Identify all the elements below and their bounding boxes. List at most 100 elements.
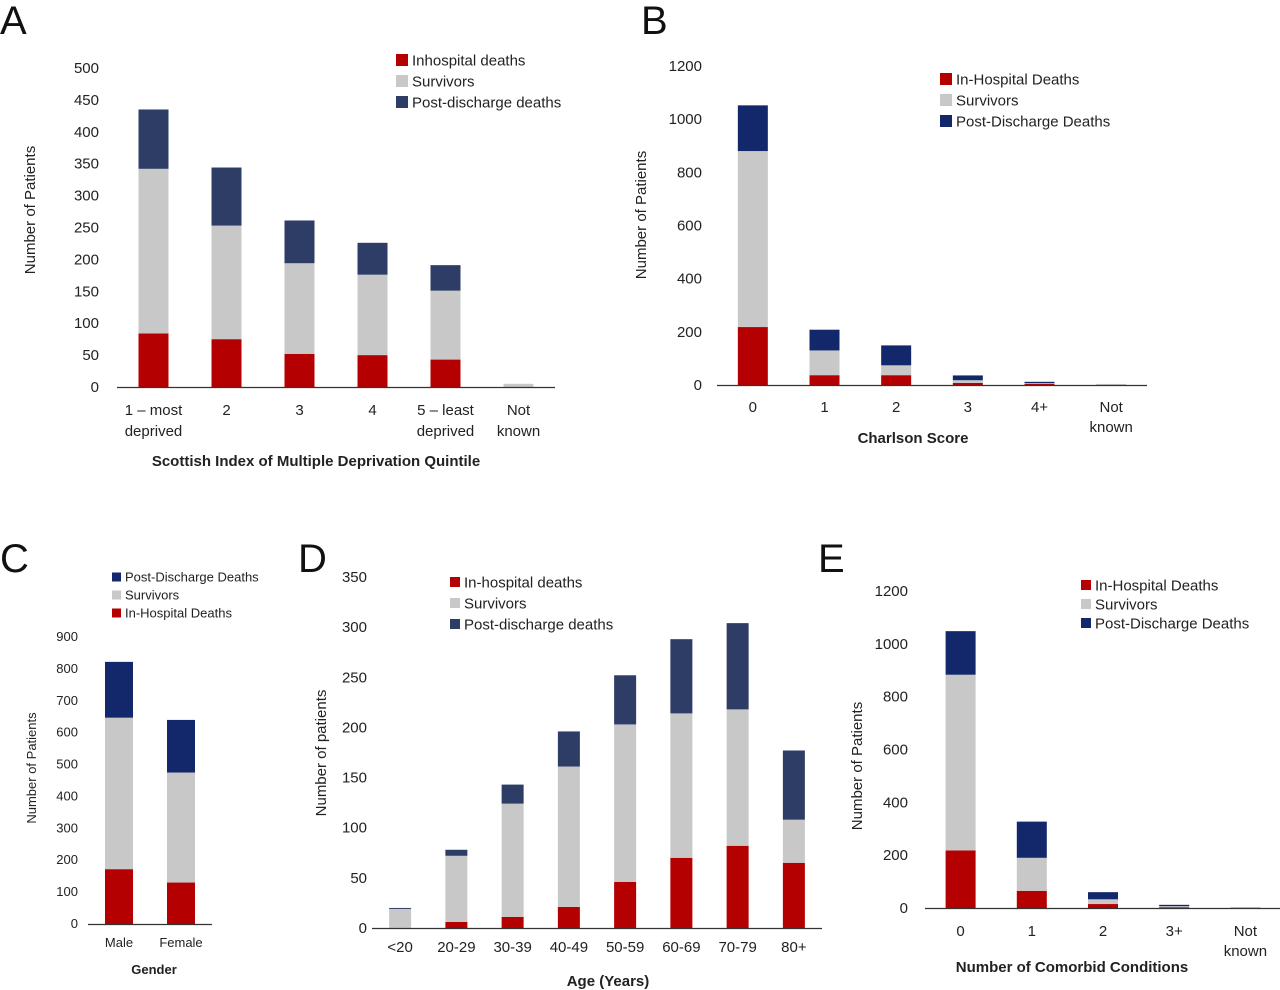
bar-segment — [809, 350, 840, 376]
y-tick-label: 200 — [56, 852, 78, 867]
bar-segment — [284, 263, 315, 354]
legend-label: Survivors — [1095, 597, 1158, 614]
bar-segment — [430, 265, 461, 291]
bar-segment — [614, 881, 637, 928]
bar-segment — [105, 869, 133, 924]
bar-segment — [284, 353, 315, 387]
x-category-label: deprived — [417, 423, 475, 440]
x-axis-title: Charlson Score — [858, 430, 969, 447]
x-category-label: Female — [159, 935, 202, 950]
bar-segment — [670, 639, 693, 714]
legend-swatch — [112, 590, 121, 600]
bar-segment — [737, 327, 768, 385]
x-axis-title: Number of Comorbid Conditions — [956, 959, 1188, 976]
legend-label: Survivors — [412, 74, 475, 91]
bar-segment — [614, 675, 637, 725]
legend-label: Survivors — [464, 596, 527, 613]
x-category-label: 60-69 — [662, 939, 700, 956]
x-category-label: deprived — [125, 423, 183, 440]
y-tick-label: 0 — [694, 377, 702, 394]
legend-label: Inhospital deaths — [412, 53, 525, 70]
panel-letter: D — [298, 537, 327, 581]
bar-segment — [211, 225, 242, 340]
bar-segment — [1159, 906, 1190, 908]
bar-segment — [952, 380, 983, 383]
x-category-label: 3 — [964, 399, 972, 416]
legend-label: In-Hospital Deaths — [1095, 578, 1218, 595]
x-category-label: known — [497, 423, 540, 440]
y-tick-label: 500 — [56, 757, 78, 772]
y-tick-label: 0 — [900, 900, 908, 917]
x-category-label: 2 — [892, 399, 900, 416]
y-tick-label: 150 — [342, 770, 367, 787]
y-tick-label: 0 — [359, 920, 367, 937]
legend-swatch — [940, 73, 952, 85]
x-axis-title: Gender — [131, 962, 177, 977]
y-tick-label: 250 — [74, 220, 99, 237]
bar-segment — [105, 717, 133, 870]
y-tick-label: 450 — [74, 92, 99, 109]
x-axis-title: Age (Years) — [567, 973, 650, 990]
legend-swatch — [112, 572, 121, 582]
x-category-label: 2 — [222, 402, 230, 419]
y-tick-label: 0 — [91, 379, 99, 396]
y-tick-label: 50 — [350, 870, 367, 887]
bar-segment — [430, 359, 461, 387]
x-category-label: 4 — [368, 402, 376, 419]
y-tick-label: 700 — [56, 693, 78, 708]
y-axis-title: Number of Patients — [633, 151, 650, 279]
x-category-label: 1 — [1028, 923, 1036, 940]
legend-swatch — [1081, 599, 1091, 609]
legend-swatch — [1081, 618, 1091, 628]
bar-segment — [782, 819, 805, 863]
legend-label: In-Hospital Deaths — [956, 72, 1079, 89]
x-category-label: 50-59 — [606, 939, 644, 956]
y-axis-title: Number of Patients — [22, 146, 39, 274]
x-category-label: <20 — [387, 939, 412, 956]
bar-segment — [614, 724, 637, 882]
bar-segment — [357, 274, 388, 356]
legend-swatch — [940, 115, 952, 127]
bar-segment — [945, 674, 976, 851]
legend-label: Post-Discharge Deaths — [956, 114, 1110, 131]
y-tick-label: 100 — [56, 884, 78, 899]
bar-segment — [782, 862, 805, 928]
legend-label: Post-Discharge Deaths — [125, 570, 259, 585]
bar-segment — [737, 151, 768, 328]
legend-label: Survivors — [125, 588, 180, 603]
chart-panel-e: E 0 200 400 600 800 1000 1200 0 1 2 3+ Not known Numbe… — [818, 537, 1280, 976]
y-tick-label: 200 — [883, 847, 908, 864]
y-tick-label: 600 — [56, 725, 78, 740]
bar-segment — [211, 167, 242, 226]
x-category-label: 1 — [820, 399, 828, 416]
y-tick-label: 500 — [74, 60, 99, 77]
y-tick-label: 350 — [74, 156, 99, 173]
y-tick-label: 200 — [677, 324, 702, 341]
bar-segment — [557, 766, 580, 907]
x-category-label: 1 – most — [125, 402, 183, 419]
chart-panel-a: A 0 50 100 150 200 250 300 350 400 450 500 1 – most d… — [0, 0, 561, 470]
bar-segment — [945, 631, 976, 675]
chart-panel-b: B 0 200 400 600 800 1000 1200 0 1 2 3 4+ Not known Char… — [633, 0, 1147, 447]
bar-segment — [389, 908, 412, 928]
bar-segment — [501, 916, 524, 928]
y-tick-label: 300 — [342, 619, 367, 636]
bar-segment — [105, 661, 133, 718]
bar-segment — [726, 709, 749, 846]
y-tick-label: 1000 — [875, 636, 908, 653]
bar-segment — [1159, 907, 1190, 909]
y-tick-label: 400 — [74, 124, 99, 141]
bar-segment — [501, 803, 524, 917]
legend-label: Post-discharge deaths — [464, 617, 613, 634]
bar-segment — [389, 907, 412, 909]
bar-segment — [881, 375, 912, 385]
y-tick-label: 800 — [677, 164, 702, 181]
bar-segment — [945, 850, 976, 908]
bar-segment — [726, 845, 749, 928]
x-category-label: 0 — [749, 399, 757, 416]
bar-segment — [881, 345, 912, 366]
x-category-label: 3+ — [1166, 923, 1183, 940]
y-tick-label: 100 — [342, 820, 367, 837]
bar-segment — [1016, 821, 1047, 858]
bar-segment — [357, 355, 388, 387]
